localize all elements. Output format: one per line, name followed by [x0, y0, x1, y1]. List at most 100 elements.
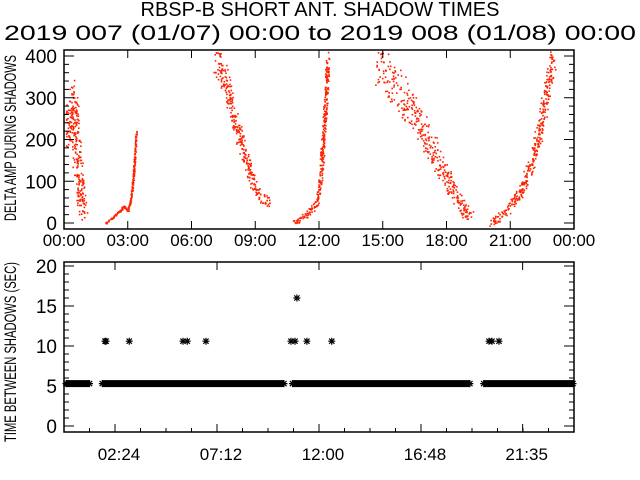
data-point [251, 174, 254, 176]
data-point [320, 158, 323, 161]
data-point [82, 179, 85, 182]
data-point [322, 131, 324, 133]
data-point [531, 173, 533, 175]
data-point [551, 68, 554, 71]
data-point [445, 175, 447, 177]
data-point [406, 100, 409, 102]
data-point [229, 85, 232, 88]
data-point [72, 117, 74, 120]
data-point [260, 200, 263, 203]
data-point [509, 212, 512, 215]
data-point [433, 159, 435, 161]
data-point [240, 137, 242, 140]
data-point [76, 199, 78, 202]
data-point [538, 125, 540, 127]
data-point [313, 206, 316, 208]
data-point [524, 176, 526, 178]
data-point [494, 220, 497, 222]
data-point [79, 200, 81, 202]
data-point [421, 135, 423, 137]
data-point [325, 73, 328, 76]
data-point [69, 116, 72, 118]
data-point [541, 124, 544, 126]
data-point [382, 70, 385, 72]
data-point [259, 193, 262, 196]
data-point [229, 107, 231, 110]
data-point [324, 87, 327, 89]
data-point [535, 154, 537, 157]
data-point [316, 198, 318, 201]
data-point [75, 143, 77, 146]
y-tick-label: 200 [25, 131, 57, 152]
data-point [418, 129, 421, 131]
data-point [71, 93, 73, 95]
x-tick-label: 02:24 [98, 445, 141, 464]
data-point [113, 217, 115, 219]
data-point [237, 113, 239, 115]
data-point [544, 93, 546, 95]
data-point [393, 86, 395, 88]
data-point [77, 189, 80, 192]
data-point [447, 171, 450, 174]
data-point [214, 54, 216, 56]
data-point [508, 203, 511, 205]
data-point [241, 139, 243, 141]
data-point [431, 162, 433, 164]
data-point [511, 198, 514, 200]
data-point [78, 195, 81, 198]
data-point [76, 143, 79, 146]
data-point [226, 93, 228, 96]
data-point [541, 128, 544, 130]
data-point [547, 95, 550, 97]
data-point [245, 148, 247, 151]
data-point [428, 124, 430, 126]
data-point [68, 135, 70, 137]
data-point [231, 100, 233, 102]
data-point [226, 101, 229, 103]
x-tick-label: 16:48 [404, 445, 447, 464]
data-point [529, 168, 532, 170]
data-point [304, 216, 306, 218]
data-point [302, 217, 304, 220]
data-point [543, 118, 545, 120]
data-point [220, 63, 223, 65]
data-point [424, 143, 426, 145]
data-point [319, 175, 322, 177]
data-point [76, 115, 78, 117]
data-point [518, 198, 521, 200]
data-point [450, 172, 452, 175]
data-point [220, 72, 222, 74]
y-tick-label: 300 [25, 89, 57, 110]
data-point [237, 129, 240, 131]
data-point [426, 125, 428, 127]
data-point [328, 71, 330, 73]
data-point [76, 166, 79, 168]
data-point [71, 125, 74, 128]
asterisk-marker [183, 337, 191, 345]
data-point [513, 197, 515, 200]
data-point [459, 193, 462, 196]
data-point [73, 91, 75, 93]
data-point [319, 180, 321, 183]
data-point [468, 213, 470, 215]
data-point [297, 219, 300, 221]
data-point [323, 124, 326, 126]
data-point [388, 81, 391, 83]
data-point [397, 84, 399, 87]
data-point [532, 170, 534, 173]
data-point [463, 204, 465, 206]
data-point [72, 146, 74, 148]
data-point [73, 97, 76, 99]
data-point [251, 177, 254, 180]
data-point [321, 154, 324, 156]
data-point [376, 66, 378, 68]
data-point [122, 209, 124, 211]
data-point [76, 97, 79, 99]
data-point [537, 124, 539, 127]
data-point [323, 114, 326, 117]
data-point [134, 153, 137, 156]
data-point [74, 110, 77, 113]
data-point [448, 185, 450, 188]
data-point [75, 139, 78, 142]
data-point [83, 200, 85, 202]
